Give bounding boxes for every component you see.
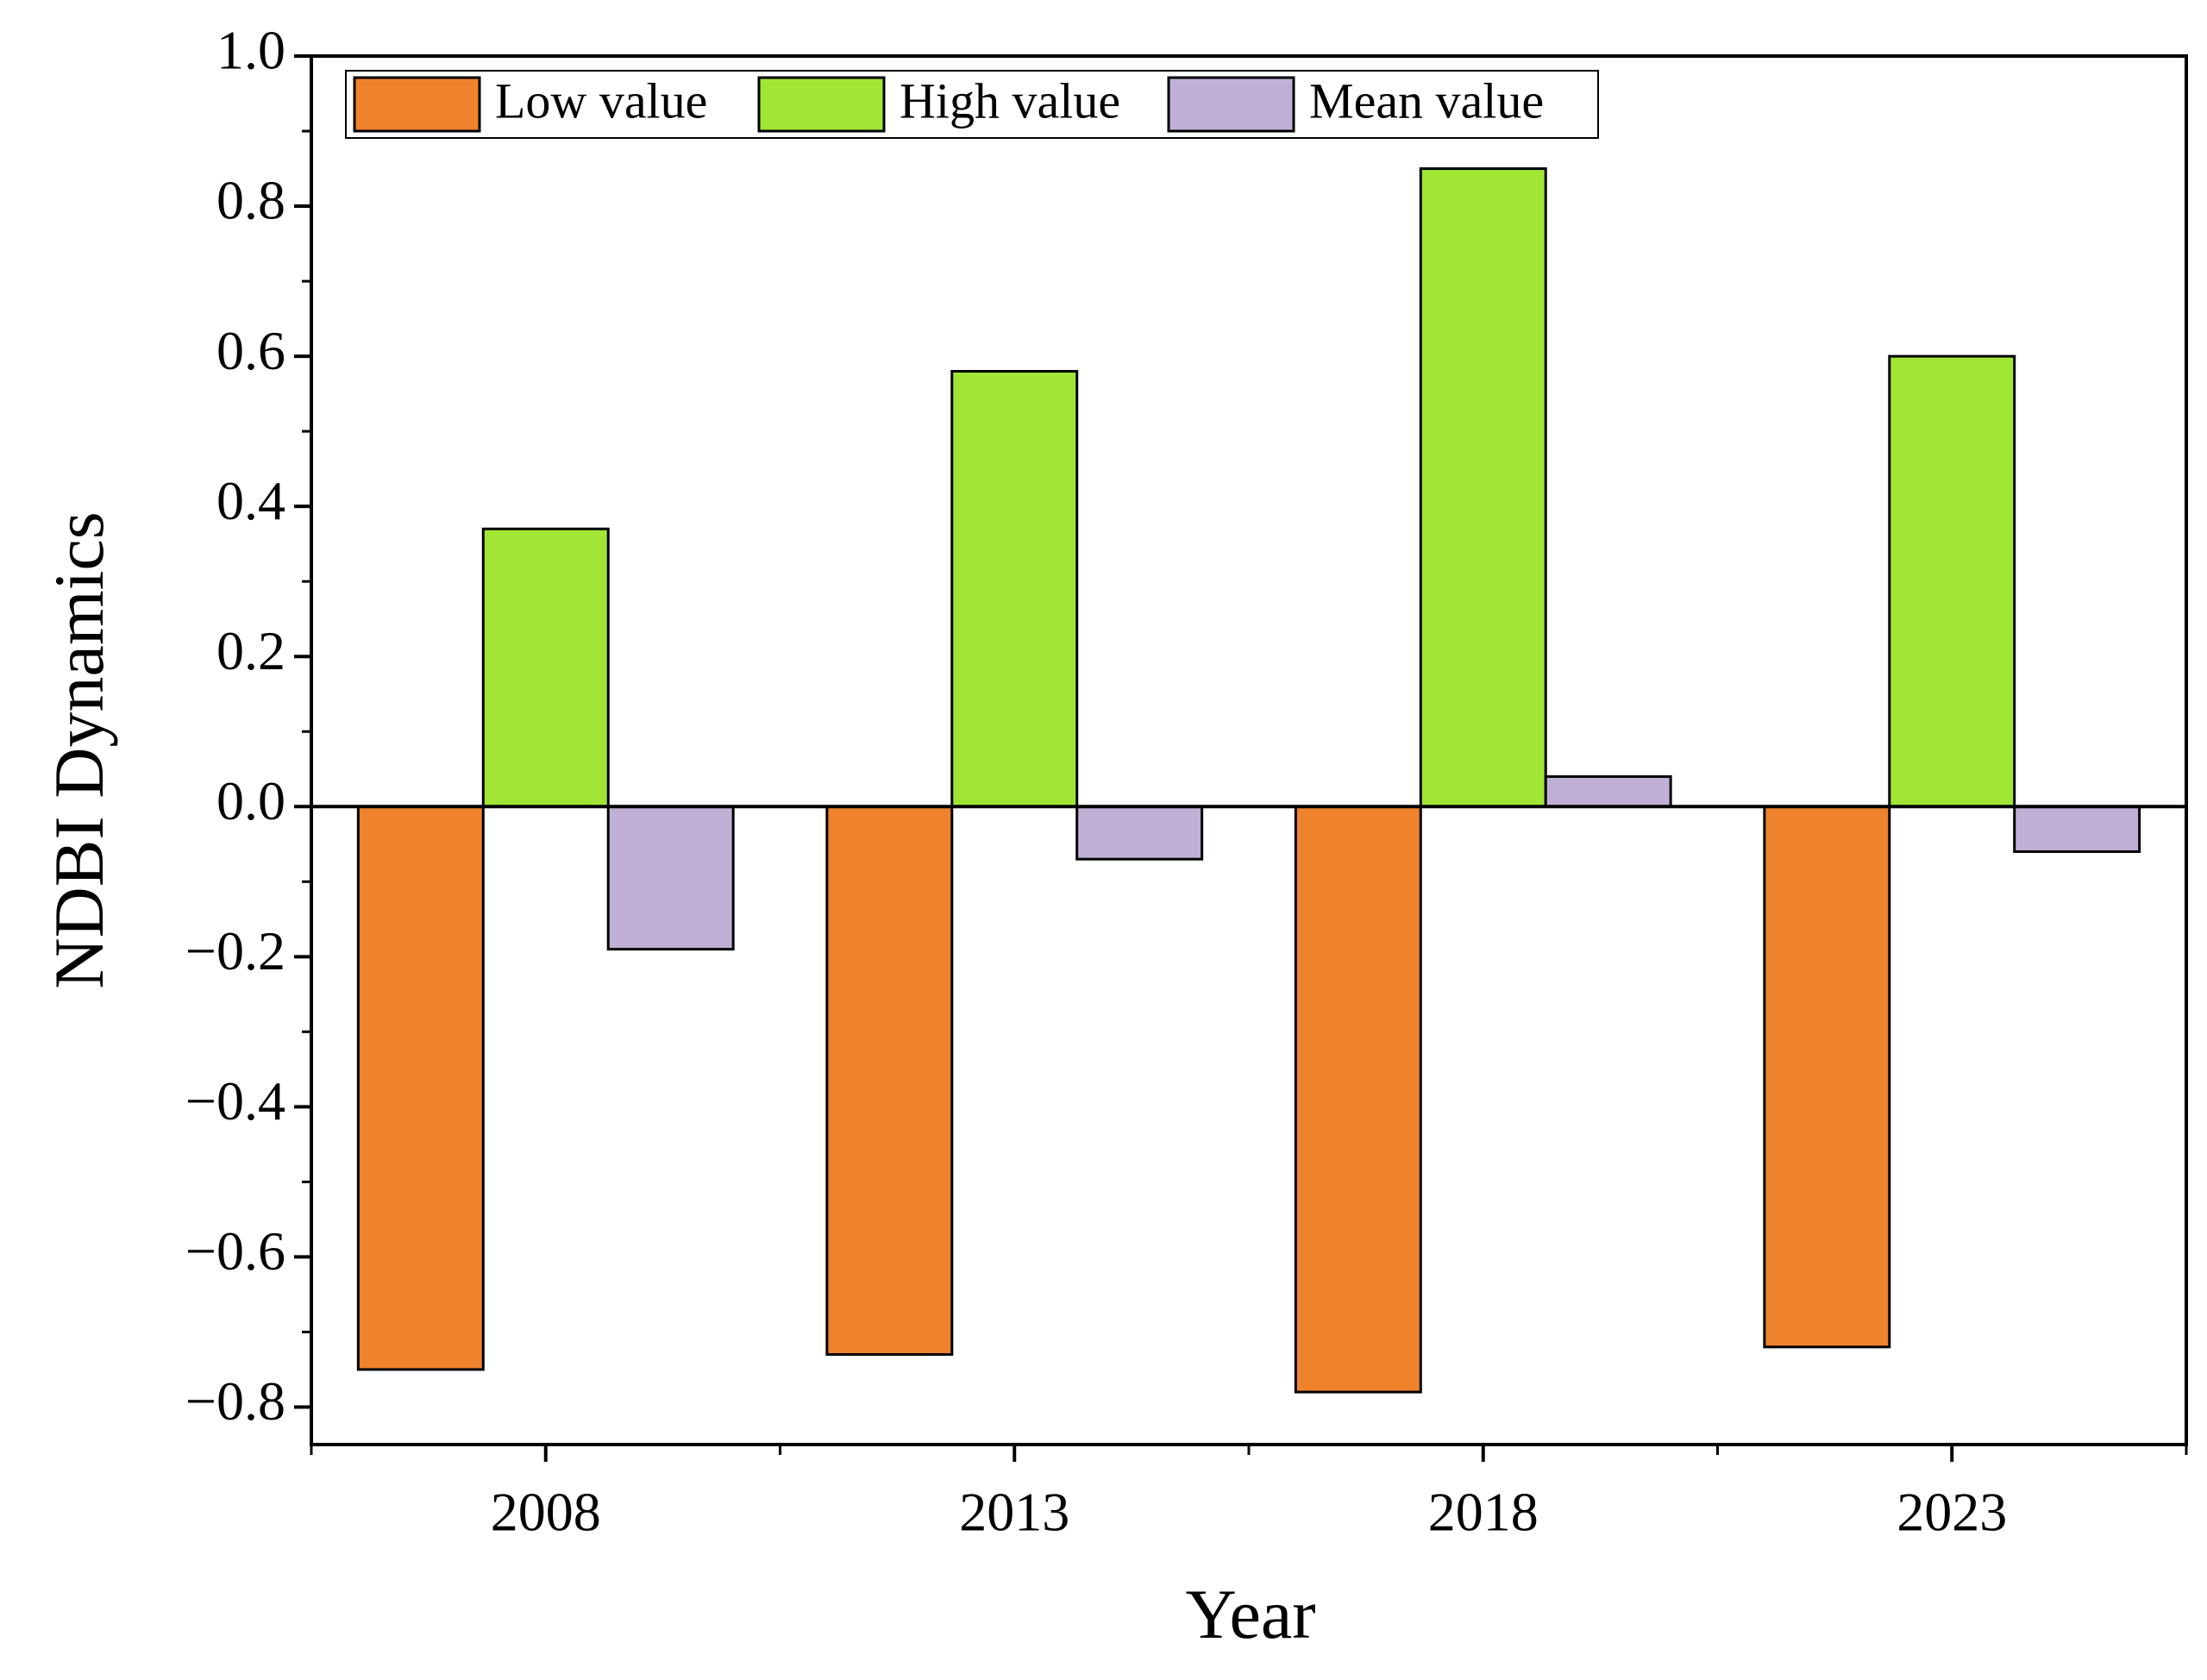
x-axis-title: Year xyxy=(1185,1575,1315,1653)
bar xyxy=(950,370,1079,808)
bar xyxy=(481,527,610,808)
x-tick-label: 2023 xyxy=(1897,1482,2007,1543)
y-tick-label: 0.4 xyxy=(216,470,285,531)
y-tick-label: −0.4 xyxy=(185,1070,285,1131)
bar xyxy=(1075,805,1204,861)
y-tick-label: 0.6 xyxy=(216,320,285,381)
x-tick-label: 2008 xyxy=(491,1482,601,1543)
bar xyxy=(1419,167,1547,808)
legend-label: Mean value xyxy=(1309,72,1544,129)
y-tick-label: −0.6 xyxy=(185,1220,285,1282)
legend-label: High value xyxy=(900,72,1120,129)
bar xyxy=(1888,354,2016,808)
bar xyxy=(1294,805,1422,1394)
x-tick-label: 2018 xyxy=(1428,1482,1539,1543)
bar xyxy=(606,805,735,951)
x-tick-label: 2013 xyxy=(959,1482,1069,1543)
legend-swatch xyxy=(353,76,481,133)
legend-box xyxy=(345,70,1599,139)
y-tick-label: 1.0 xyxy=(216,20,285,81)
y-tick-label: 0.0 xyxy=(216,770,285,831)
plot-frame xyxy=(310,54,2188,1446)
bar xyxy=(825,805,954,1357)
bar xyxy=(2013,805,2141,853)
bar xyxy=(1763,805,1891,1349)
legend-swatch xyxy=(757,76,886,133)
y-tick-label: −0.2 xyxy=(185,920,285,981)
bar xyxy=(1544,774,1672,808)
bar xyxy=(356,805,485,1371)
legend-label: Low value xyxy=(495,72,707,129)
legend-swatch xyxy=(1167,76,1295,133)
y-tick-label: −0.8 xyxy=(185,1370,285,1432)
y-axis-title: NDBI Dynamics xyxy=(40,511,118,988)
y-tick-label: 0.8 xyxy=(216,170,285,231)
y-tick-label: 0.2 xyxy=(216,620,285,681)
